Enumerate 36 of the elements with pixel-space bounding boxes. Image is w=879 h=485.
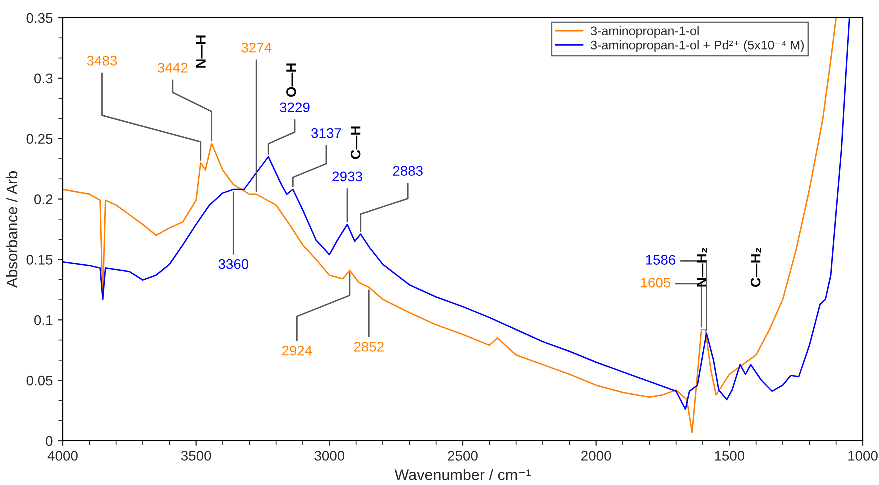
annotation: N—H₂ (697, 248, 708, 287)
annotation: 2883 (393, 166, 423, 176)
y-tick-label: 0.35 (26, 13, 53, 24)
annotation: 3442 (158, 63, 188, 73)
legend-label: 3-aminopropan-1-ol + Pd²⁺ (5x10⁻⁴ M) (591, 40, 804, 52)
x-tick-label: 1000 (848, 451, 878, 461)
legend-label: 3-aminopropan-1-ol (591, 26, 699, 38)
x-tick-label: 3500 (181, 451, 212, 461)
x-tick-label: 1500 (715, 451, 745, 461)
annotation: 1586 (646, 255, 676, 265)
annotation: O—H (286, 64, 296, 97)
y-tick-label: 0.15 (26, 255, 53, 265)
annotation: C—H₂ (750, 248, 762, 288)
annotation: C—H (350, 126, 361, 160)
annotation: 3229 (280, 102, 310, 113)
annotation: 3274 (242, 42, 272, 53)
y-tick-label: 0.3 (34, 74, 53, 84)
x-tick-label: 3000 (314, 451, 345, 461)
annotation: N—H (196, 36, 206, 68)
annotation: 2933 (332, 172, 362, 182)
x-tick-label: 4000 (48, 451, 78, 461)
annotation: 2852 (354, 342, 384, 352)
x-tick-label: 2500 (448, 451, 478, 461)
x-tick-label: 2000 (582, 451, 612, 461)
y-axis-title: Absorbance / Arb (6, 172, 18, 288)
y-tick-label: 0.05 (26, 376, 53, 386)
y-tick-label: 0 (46, 436, 53, 446)
annotation: 1605 (641, 278, 671, 288)
y-tick-label: 0.1 (34, 315, 53, 326)
x-axis-title: Wavenumber / cm⁻¹ (394, 469, 531, 480)
annotation: 2924 (282, 346, 312, 356)
y-tick-label: 0.25 (26, 134, 53, 144)
annotation: 3137 (312, 128, 342, 138)
annotation: 3483 (87, 56, 118, 66)
annotation: 3360 (218, 259, 249, 270)
y-tick-label: 0.2 (34, 194, 53, 204)
